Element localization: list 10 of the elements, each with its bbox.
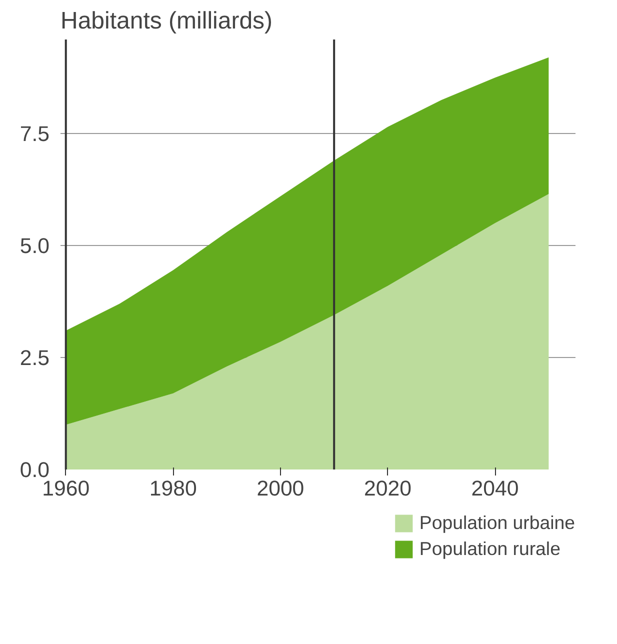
y-tick-label: 5.0 [20, 234, 50, 258]
x-tick-label: 2020 [364, 476, 412, 500]
legend-label: Population urbaine [419, 512, 575, 534]
x-tick-label: 2000 [256, 476, 304, 500]
x-tick-label: 2040 [471, 476, 519, 500]
chart-title: Habitants (milliards) [60, 8, 273, 34]
legend-label: Population rurale [419, 538, 560, 560]
y-tick-label: 2.5 [20, 346, 50, 370]
x-tick-label: 1980 [149, 476, 198, 500]
y-tick-label: 7.5 [20, 122, 50, 146]
